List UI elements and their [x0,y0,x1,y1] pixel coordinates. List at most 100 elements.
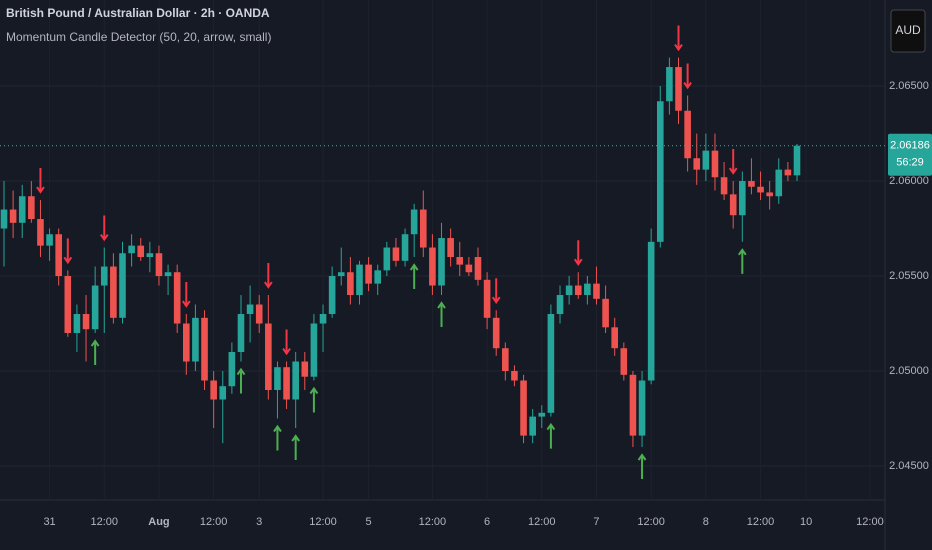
candle-body [638,380,646,436]
up-arrow [309,386,319,413]
down-arrow [282,329,291,356]
candle-body [37,219,44,246]
x-tick-label: 3 [256,516,262,528]
x-tick-label: 31 [43,516,55,528]
candle-body [520,380,527,436]
candle-body [775,169,783,197]
x-tick-label: 12:00 [419,516,447,528]
currency-label[interactable]: AUD [895,23,921,37]
down-arrow [491,278,501,304]
up-arrow [291,434,300,461]
candle-body [100,266,108,286]
candle-body [547,314,555,413]
candle-body [438,238,445,286]
candle-body [347,272,354,296]
candle-body [565,285,573,296]
indicator-name: Momentum Candle Detector (50, 20, arrow,… [6,30,271,44]
candle-body [128,245,135,254]
down-arrow [683,63,692,90]
x-tick-label: 8 [703,516,709,528]
candle-body [456,257,464,265]
x-tick-label: 6 [484,516,490,528]
candle-body [666,67,673,102]
y-tick-label: 2.06500 [889,80,929,92]
candle-body [483,279,491,318]
candle-body [246,304,254,315]
candle-body [237,314,245,353]
candle-body [693,158,701,170]
up-arrow [236,367,246,394]
x-tick-label: 7 [593,516,599,528]
last-price-label: 2.06186 [890,140,930,152]
candle-body [793,145,801,176]
candle-body [292,361,299,400]
down-arrow [264,263,273,289]
x-tick-label: 12:00 [200,516,228,528]
candle-body [620,348,628,375]
up-arrow [437,301,446,328]
last-price-box [888,133,932,176]
candle-body [328,276,336,315]
candle-body [365,264,372,284]
candle-body [137,245,145,258]
candle-body [310,323,318,377]
candle-body [429,247,436,286]
candle-body [529,416,536,436]
down-arrow [36,168,45,194]
candle-body [46,234,53,246]
candle-body [647,241,655,381]
candle-body [675,67,682,111]
candle-body [447,238,454,258]
candle-body [401,234,409,261]
x-tick-label: 12:00 [309,516,337,528]
y-tick-label: 2.05500 [889,270,929,282]
y-tick-label: 2.06000 [889,175,929,187]
candle-body [784,169,792,176]
up-arrow [546,422,556,449]
candle-body [119,253,126,318]
candle-body [739,181,746,216]
candle-body [183,323,190,362]
candle-body [265,323,272,391]
candle-body [219,386,227,400]
candle-body [419,209,427,248]
up-arrow [409,263,419,290]
candle-body [748,181,755,187]
grid [0,85,885,467]
x-tick-label: 5 [366,516,372,528]
candle-body [337,272,345,277]
candle-body [301,361,309,377]
up-arrow [737,248,747,274]
candle-body [164,272,172,277]
candle-body [629,374,637,436]
candle-body [91,285,99,330]
candle-body [356,264,363,296]
candle-body [684,110,691,159]
down-arrow [63,238,73,265]
candle-body [9,209,17,223]
plot [0,25,801,479]
candle-body [146,253,154,258]
down-arrow [573,240,583,266]
candle-body [155,253,163,277]
down-arrow [181,282,191,308]
candle-body [82,314,90,330]
candle-body [511,371,518,381]
candle-body [201,317,208,381]
candle-body [602,298,609,328]
candle-body [392,247,400,261]
up-arrow [273,424,282,451]
candle-body [55,234,62,277]
candle-body [502,348,509,372]
candle-body [64,276,72,334]
candle-body [173,272,181,324]
down-arrow [99,215,109,242]
candle-body [0,209,8,229]
x-tick-label: Aug [148,516,169,528]
candle-body [492,317,500,349]
candle-body [574,285,582,296]
candle-body [274,367,281,391]
y-tick-label: 2.04500 [889,460,929,472]
candle-body [593,283,600,299]
currency-button[interactable] [890,9,926,53]
